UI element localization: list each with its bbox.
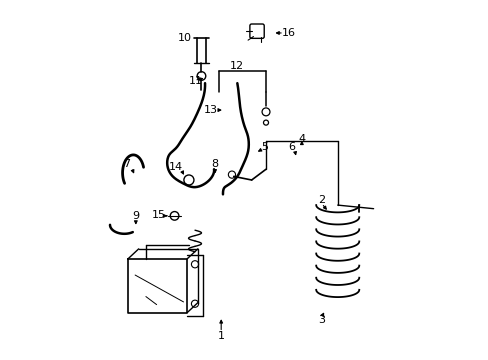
Text: 16: 16 <box>282 28 296 38</box>
Text: 15: 15 <box>152 210 166 220</box>
Text: 11: 11 <box>189 76 203 86</box>
Text: 2: 2 <box>317 195 325 205</box>
Text: 1: 1 <box>217 331 224 341</box>
Text: 13: 13 <box>203 105 217 115</box>
Text: 6: 6 <box>288 142 295 152</box>
Text: 8: 8 <box>211 159 218 169</box>
Text: 5: 5 <box>260 142 267 152</box>
Text: 7: 7 <box>123 159 130 169</box>
Text: 10: 10 <box>177 33 191 43</box>
Text: 4: 4 <box>298 134 305 144</box>
Text: 9: 9 <box>132 211 139 221</box>
Text: 12: 12 <box>229 61 243 71</box>
Text: 3: 3 <box>318 315 325 325</box>
Text: 14: 14 <box>169 162 183 172</box>
